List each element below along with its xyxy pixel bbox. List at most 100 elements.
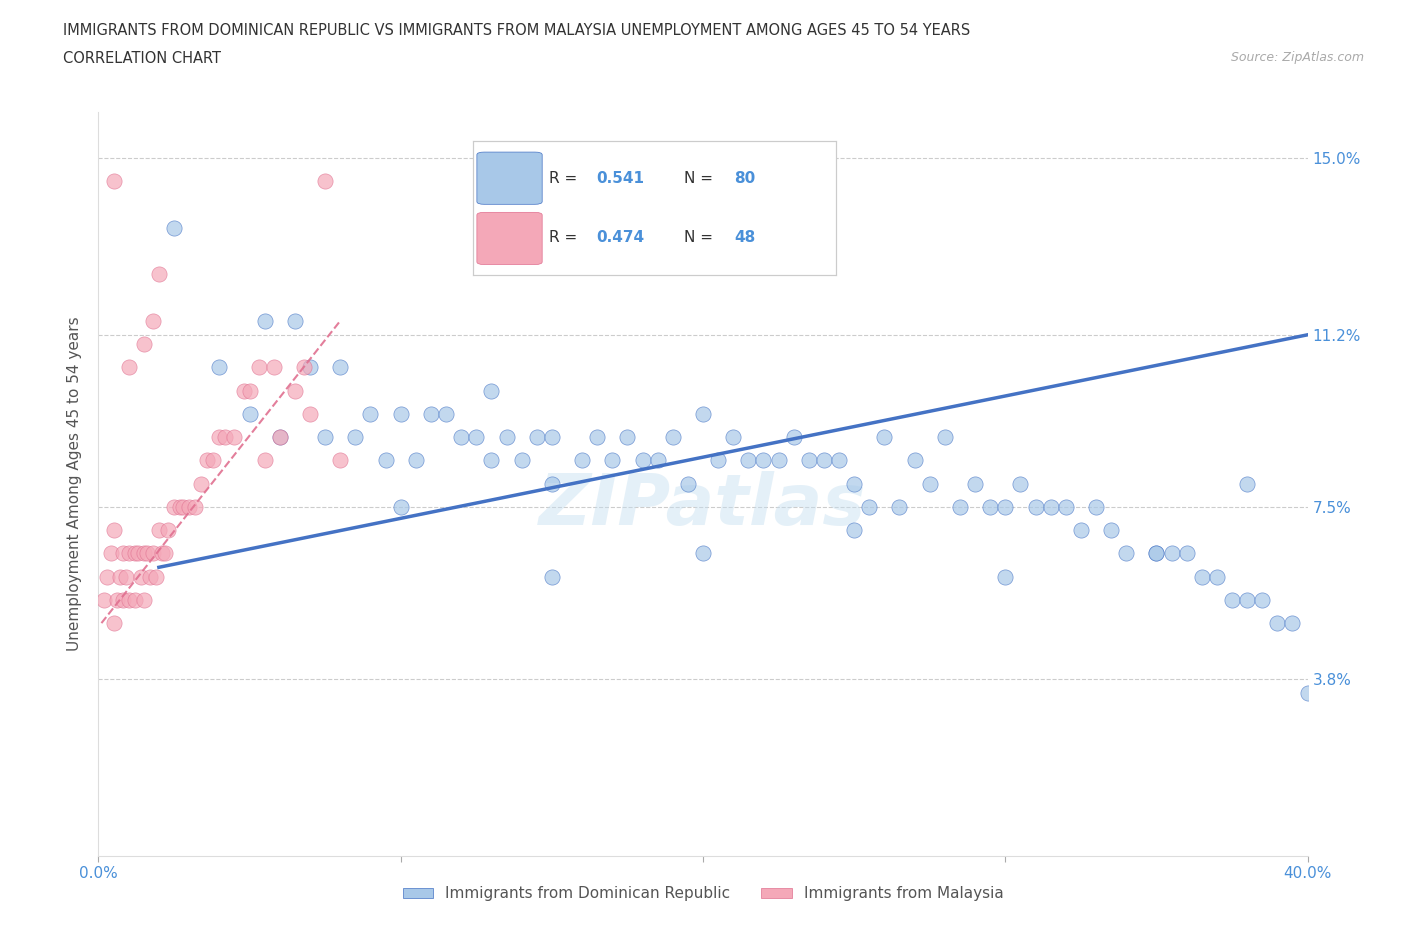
Point (1191, 569, 1213, 584)
Point (918, 476, 941, 491)
Text: ZIPatlas: ZIPatlas (540, 472, 866, 540)
Point (253, 313, 276, 328)
Point (232, 383, 254, 398)
Point (934, 430, 956, 445)
Point (571, 453, 593, 468)
Point (299, 406, 322, 421)
Point (1251, 592, 1274, 607)
Point (329, 453, 352, 468)
Point (723, 430, 745, 445)
Point (1267, 616, 1289, 631)
Point (889, 499, 911, 514)
Point (1220, 592, 1243, 607)
Point (844, 523, 866, 538)
Point (994, 569, 1017, 584)
Point (813, 453, 835, 468)
Point (994, 499, 1017, 514)
Point (263, 360, 285, 375)
Point (253, 453, 276, 468)
Point (797, 453, 820, 468)
Point (132, 337, 155, 352)
Point (949, 499, 972, 514)
Point (1085, 499, 1108, 514)
Point (314, 174, 336, 189)
Text: IMMIGRANTS FROM DOMINICAN REPUBLIC VS IMMIGRANTS FROM MALAYSIA UNEMPLOYMENT AMON: IMMIGRANTS FROM DOMINICAN REPUBLIC VS IM… (63, 23, 970, 38)
Point (148, 267, 170, 282)
Point (540, 569, 562, 584)
Point (360, 406, 382, 421)
Point (374, 453, 396, 468)
Point (389, 499, 412, 514)
Point (647, 453, 669, 468)
Point (239, 406, 262, 421)
Point (179, 499, 201, 514)
Point (979, 499, 1001, 514)
Point (1236, 476, 1258, 491)
Point (124, 592, 146, 607)
Point (1115, 546, 1137, 561)
Point (124, 546, 146, 561)
Point (1236, 592, 1258, 607)
Point (737, 453, 759, 468)
Point (172, 499, 194, 514)
Point (139, 569, 162, 584)
Point (1024, 499, 1046, 514)
Text: Source: ZipAtlas.com: Source: ZipAtlas.com (1230, 51, 1364, 64)
Point (153, 546, 176, 561)
Point (1144, 546, 1167, 561)
Point (752, 453, 775, 468)
Point (616, 430, 638, 445)
Point (692, 406, 714, 421)
Point (707, 453, 730, 468)
Point (465, 430, 488, 445)
Point (1070, 523, 1092, 538)
Point (314, 430, 336, 445)
Point (661, 430, 683, 445)
Point (1054, 499, 1077, 514)
Point (202, 453, 225, 468)
Point (93, 592, 115, 607)
Point (111, 592, 134, 607)
Point (1039, 499, 1062, 514)
Point (118, 360, 141, 375)
Point (481, 383, 503, 398)
Point (190, 476, 212, 491)
Point (344, 430, 367, 445)
Point (156, 523, 179, 538)
Point (1099, 523, 1122, 538)
Point (873, 430, 896, 445)
Point (114, 569, 136, 584)
Point (510, 453, 533, 468)
Point (239, 383, 262, 398)
Point (127, 546, 149, 561)
Point (145, 569, 167, 584)
Point (858, 499, 880, 514)
Point (434, 406, 457, 421)
Point (1175, 546, 1198, 561)
Point (420, 406, 443, 421)
Point (586, 430, 609, 445)
Point (1296, 685, 1319, 700)
Point (481, 453, 503, 468)
Text: CORRELATION CHART: CORRELATION CHART (63, 51, 221, 66)
Point (96, 569, 118, 584)
Point (1010, 476, 1032, 491)
Point (844, 476, 866, 491)
Point (284, 383, 307, 398)
Y-axis label: Unemployment Among Ages 45 to 54 years: Unemployment Among Ages 45 to 54 years (67, 316, 83, 651)
Point (284, 313, 307, 328)
Point (292, 360, 315, 375)
Point (495, 430, 517, 445)
Point (828, 453, 851, 468)
Point (103, 616, 125, 631)
Point (214, 430, 236, 445)
Point (142, 313, 165, 328)
Point (118, 592, 141, 607)
Point (1144, 546, 1167, 561)
Point (100, 546, 122, 561)
Point (329, 360, 352, 375)
Point (299, 360, 322, 375)
Point (783, 430, 806, 445)
Point (195, 453, 218, 468)
Point (108, 569, 131, 584)
